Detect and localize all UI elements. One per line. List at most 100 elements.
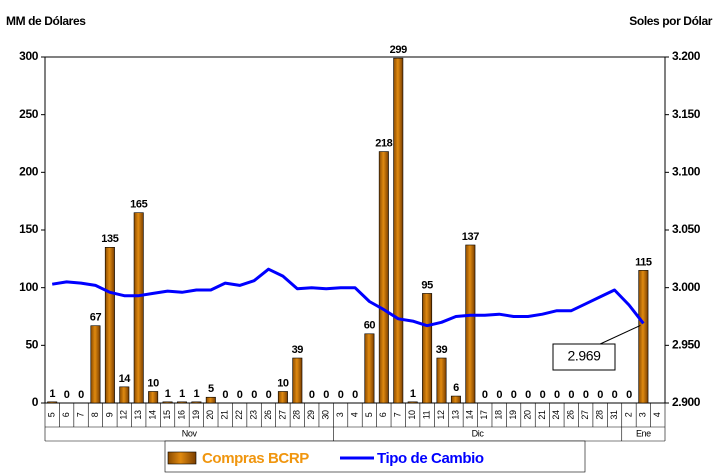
- annotation-arrow: [597, 324, 641, 346]
- x-tick-label: 20: [205, 410, 215, 420]
- x-tick-label: 13: [450, 410, 460, 420]
- data-label: 39: [436, 344, 448, 356]
- y2-tick-label: 3.100: [672, 165, 701, 179]
- data-label: 0: [597, 389, 603, 401]
- bar: [205, 396, 216, 404]
- data-label: 165: [130, 199, 147, 211]
- data-label: 1: [165, 388, 171, 400]
- y-tick-label: 300: [19, 49, 39, 63]
- bar: [176, 401, 187, 404]
- y2-tick-label: 2.950: [672, 338, 701, 352]
- bar: [162, 401, 173, 404]
- data-label: 0: [496, 389, 502, 401]
- legend-box: [164, 440, 586, 473]
- group-label: Nov: [182, 428, 198, 438]
- x-tick-label: 11: [421, 410, 431, 419]
- y-tick-label: 50: [25, 338, 38, 352]
- data-label: 60: [364, 320, 376, 332]
- bar: [465, 244, 476, 404]
- y2-tick-label: 3.000: [672, 280, 701, 294]
- legend-label: Compras BCRP: [202, 450, 309, 467]
- x-tick-label: 9: [104, 412, 114, 417]
- data-label: 67: [90, 312, 102, 324]
- x-tick-label: 10: [407, 410, 417, 420]
- x-tick-label: 28: [292, 410, 302, 420]
- data-label: 10: [277, 377, 289, 389]
- x-tick-label: 27: [580, 410, 590, 420]
- group-label: Dic: [472, 428, 485, 438]
- data-label: 1: [49, 388, 55, 400]
- data-label: 0: [525, 389, 531, 401]
- x-tick-label: 16: [176, 410, 186, 420]
- bar: [277, 391, 288, 404]
- data-label: 0: [338, 389, 344, 401]
- y2-tick-label: 3.150: [672, 107, 701, 121]
- x-tick-label: 21: [537, 410, 547, 420]
- y-tick-label: 100: [19, 280, 39, 294]
- data-label: 135: [101, 233, 118, 245]
- data-label: 0: [511, 389, 517, 401]
- x-tick-label: 12: [436, 410, 446, 420]
- bar: [422, 293, 433, 404]
- x-tick-label: 4: [652, 412, 662, 417]
- y2-tick-label: 3.200: [672, 49, 701, 63]
- x-tick-label: 6: [378, 412, 388, 417]
- x-tick-label: 5: [47, 412, 57, 417]
- annotation: 2.969: [567, 348, 601, 364]
- x-tick-label: 3: [335, 412, 345, 417]
- bar: [364, 333, 375, 404]
- data-label: 0: [612, 389, 618, 401]
- data-label: 115: [635, 256, 652, 268]
- line: [51, 267, 645, 328]
- x-tick-label: 13: [133, 410, 143, 420]
- x-tick-label: 15: [162, 410, 172, 420]
- bar: [119, 386, 130, 404]
- group-label: Ene: [636, 428, 651, 438]
- data-label: 0: [482, 389, 488, 401]
- bar: [148, 391, 159, 404]
- data-label: 0: [78, 389, 84, 401]
- legend-swatch: [167, 451, 197, 465]
- x-tick-label: 31: [609, 410, 619, 420]
- data-label: 137: [462, 231, 479, 243]
- bar: [436, 357, 447, 404]
- bar: [378, 151, 389, 404]
- y2-tick-label: 3.050: [672, 222, 701, 236]
- y-tick-label: 200: [19, 165, 39, 179]
- bar: [90, 325, 101, 404]
- x-tick-label: 7: [393, 412, 403, 417]
- data-label: 0: [568, 389, 574, 401]
- x-tick-label: 26: [263, 410, 273, 420]
- annotation-box: [552, 343, 616, 371]
- x-tick-label: 4: [349, 412, 359, 417]
- x-tick-label: 19: [191, 410, 201, 420]
- x-tick-label: 27: [277, 410, 287, 420]
- data-label: 299: [390, 44, 407, 56]
- data-label: 0: [352, 389, 358, 401]
- y-tick-label: 150: [19, 222, 39, 236]
- x-tick-label: 18: [494, 410, 504, 420]
- x-tick-label: 14: [148, 410, 158, 420]
- y2-axis-title: Soles por Dólar: [629, 14, 712, 28]
- data-label: 0: [266, 389, 272, 401]
- x-tick-label: 19: [508, 410, 518, 420]
- y-tick-label: 0: [32, 395, 39, 409]
- x-tick-label: 7: [75, 412, 85, 417]
- data-label: 0: [309, 389, 315, 401]
- x-tick-label: 20: [522, 410, 532, 420]
- x-tick-label: 14: [465, 410, 475, 420]
- y2-tick-label: 2.900: [672, 395, 701, 409]
- x-tick-label: 23: [248, 410, 258, 420]
- x-tick-label: 2: [623, 412, 633, 417]
- x-tick-label: 12: [119, 410, 129, 420]
- bar: [104, 247, 115, 404]
- bar: [191, 401, 202, 404]
- bar: [407, 401, 418, 404]
- x-tick-label: 3: [638, 412, 648, 417]
- data-label: 10: [147, 377, 159, 389]
- data-label: 1: [410, 388, 416, 400]
- data-label: 39: [292, 344, 304, 356]
- y-axis-title: MM de Dólares: [6, 14, 86, 28]
- bar: [47, 401, 58, 404]
